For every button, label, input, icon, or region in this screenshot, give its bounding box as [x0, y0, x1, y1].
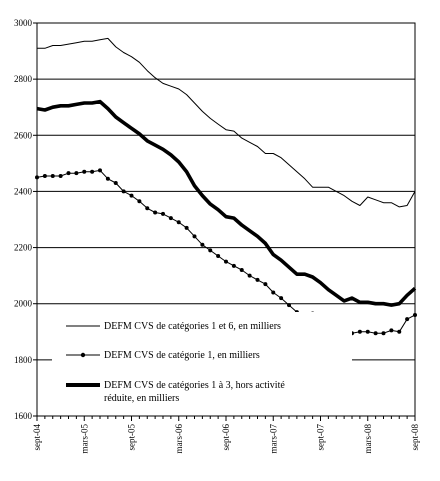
series-2-point: [90, 169, 95, 174]
x-tick-label-sept-04: sept-04: [32, 424, 42, 451]
series-2-point: [192, 234, 197, 239]
series-2-point: [389, 328, 394, 333]
series-2-point: [98, 168, 102, 173]
y-tick-label-1800: 1800: [14, 355, 33, 365]
series-2-point: [105, 176, 110, 181]
x-tick-label-mars-05: mars-05: [79, 424, 89, 454]
x-axis: sept-04 mars-05 sept-05 mars-06 sept-06 mars-…: [32, 416, 420, 454]
series-2-point: [271, 290, 276, 295]
series-2-point: [168, 216, 173, 221]
series-2-point: [66, 171, 71, 176]
series-2-point: [50, 173, 55, 178]
series-group: [35, 37, 417, 336]
series-2-point: [200, 242, 205, 247]
series-2-point: [397, 329, 402, 334]
y-tick-label-2000: 2000: [14, 299, 33, 309]
legend-label-series-3-line-2: réduite, en milliers: [104, 393, 179, 404]
y-tick-label-2600: 2600: [14, 130, 33, 140]
series-2-point: [82, 169, 87, 174]
y-tick-label-2400: 2400: [14, 186, 33, 196]
series-2-point: [137, 199, 142, 204]
series-2-point: [231, 263, 236, 268]
series-2-point: [239, 268, 244, 273]
series-2-point: [161, 211, 165, 216]
series-2-point: [357, 329, 362, 334]
series-2-point: [208, 248, 213, 253]
legend: DEFM CVS de catégories 1 et 6, en millie…: [52, 312, 352, 408]
x-tick-label-sept-06: sept-06: [221, 424, 231, 451]
legend-label-series-1: DEFM CVS de catégories 1 et 6, en millie…: [104, 321, 281, 332]
series-2-point: [184, 225, 189, 230]
x-tick-label-mars-07: mars-07: [268, 424, 278, 454]
y-axis: 1600 1800 2000 2200 2400 2600 2800 3000: [14, 18, 37, 421]
x-tick-label-mars-06: mars-06: [174, 424, 184, 454]
series-2-point: [247, 273, 252, 278]
series-2-point: [263, 282, 268, 287]
series-2-point: [176, 220, 181, 225]
series-2-point: [405, 317, 410, 322]
series-2-point: [74, 171, 79, 176]
series-2-point: [224, 259, 228, 264]
legend-marker-series-2: [80, 352, 86, 358]
series-2-point: [42, 173, 47, 178]
series-line-2: [36, 169, 416, 334]
series-line-3: [36, 99, 417, 307]
series-2-point: [145, 206, 150, 211]
series-line-1: [37, 37, 416, 208]
series-2-point: [153, 210, 158, 215]
y-tick-label-1600: 1600: [14, 411, 33, 421]
legend-label-series-3: DEFM CVS de catégories 1 à 3, hors activ…: [104, 380, 287, 404]
legend-label-series-3-line-1: DEFM CVS de catégories 1 à 3, hors activ…: [104, 380, 285, 391]
series-2-point: [121, 189, 126, 194]
y-tick-label-2200: 2200: [14, 243, 33, 253]
series-2-point: [287, 303, 291, 308]
series-2-point: [129, 193, 134, 198]
x-tick-label-mars-08: mars-08: [363, 424, 373, 454]
series-2-point: [113, 181, 118, 186]
series-2-point: [279, 296, 284, 301]
y-tick-label-3000: 3000: [14, 18, 33, 28]
series-2-point: [381, 331, 386, 336]
series-2-point: [373, 331, 378, 336]
series-2-point: [216, 253, 221, 258]
legend-label-series-2: DEFM CVS de catégorie 1, en milliers: [104, 350, 260, 361]
x-tick-label-sept-08: sept-08: [410, 424, 420, 451]
x-tick-label-sept-07: sept-07: [316, 424, 326, 451]
series-2-point: [255, 277, 260, 282]
legend-box: [52, 312, 352, 408]
y-tick-label-2800: 2800: [14, 74, 33, 84]
series-2-point: [365, 329, 370, 334]
series-2-point: [58, 173, 63, 178]
x-tick-label-sept-05: sept-05: [127, 424, 137, 451]
